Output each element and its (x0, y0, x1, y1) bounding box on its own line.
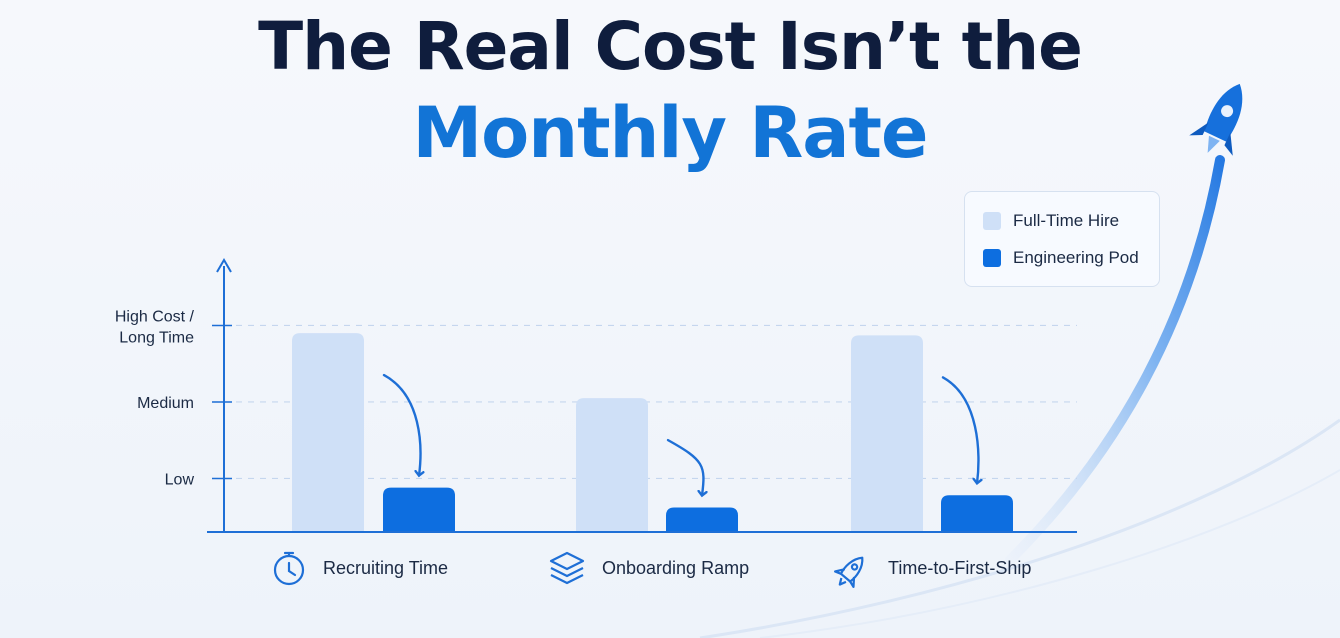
stopwatch-icon (273, 551, 305, 586)
y-axis-arrow (216, 258, 232, 273)
reduction-arrow (382, 373, 420, 476)
rocket-illustration-icon (1189, 83, 1243, 156)
bar-full-time-hire (292, 333, 364, 531)
rocket-icon (833, 556, 864, 589)
reduction-arrow (941, 376, 978, 483)
legend: Full-Time Hire Engineering Pod (964, 191, 1160, 287)
legend-swatch-pod (983, 249, 1001, 267)
y-tick-label: High Cost / (115, 308, 195, 325)
bar-engineering-pod (383, 487, 455, 531)
bar-engineering-pod (941, 495, 1013, 531)
category-label: Onboarding Ramp (602, 558, 749, 578)
layers-icon (549, 551, 585, 585)
rocket-trail (1005, 155, 1225, 565)
title-line-2: Monthly Rate (412, 92, 929, 174)
legend-item-full-time: Full-Time Hire (983, 210, 1119, 232)
legend-label: Engineering Pod (1013, 248, 1139, 267)
category-label: Time-to-First-Ship (888, 558, 1031, 578)
legend-item-pod: Engineering Pod (983, 247, 1139, 269)
bar-engineering-pod (666, 507, 738, 531)
bar-full-time-hire (851, 335, 923, 531)
category-label: Recruiting Time (323, 558, 448, 578)
legend-label: Full-Time Hire (1013, 211, 1120, 230)
bar-full-time-hire (576, 398, 648, 531)
legend-swatch-full-time (983, 212, 1001, 230)
title-line-1: The Real Cost Isn’t the (258, 8, 1083, 85)
y-tick-label: Medium (137, 395, 194, 412)
y-tick-label: Low (165, 471, 195, 488)
swoosh-line-2 (759, 469, 1340, 638)
swoosh-line (699, 418, 1340, 638)
reduction-arrow (666, 438, 703, 495)
y-tick-label: Long Time (119, 329, 194, 346)
